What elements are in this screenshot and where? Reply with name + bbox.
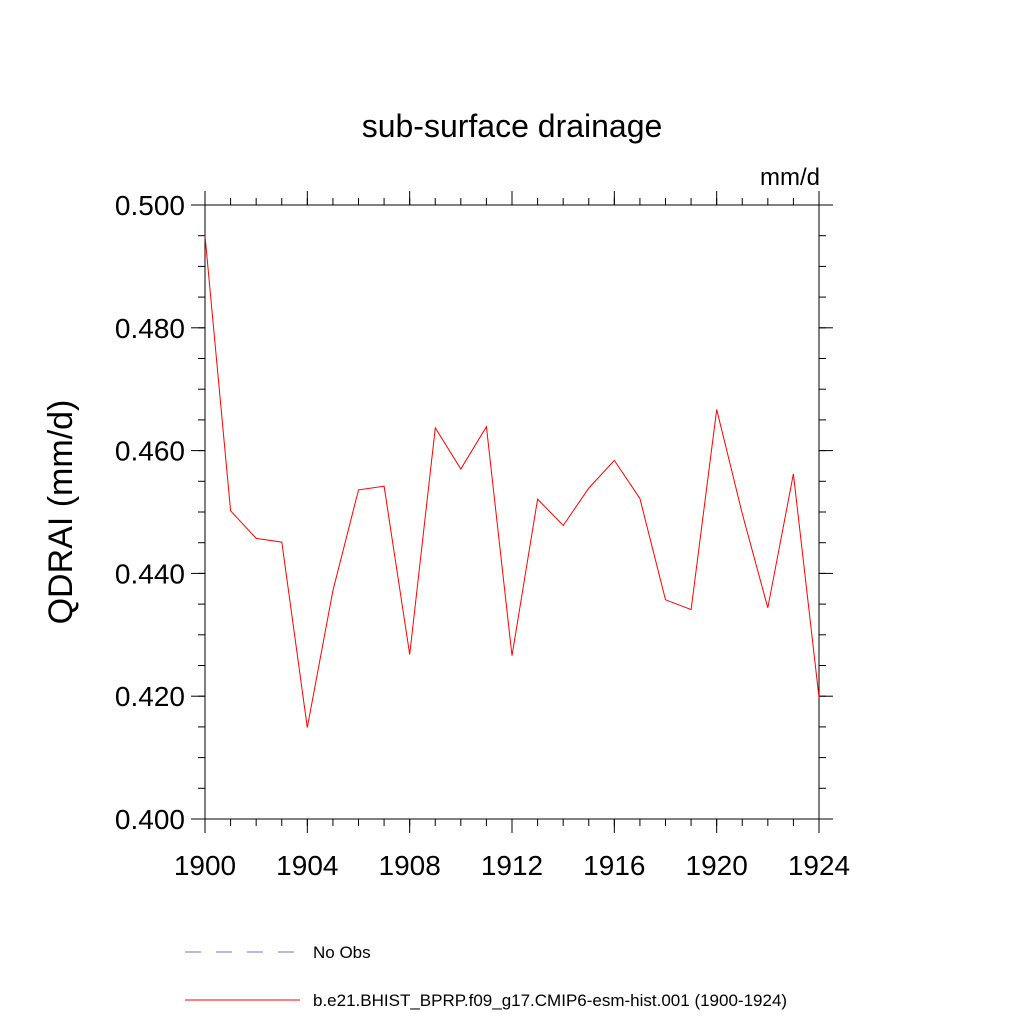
x-minor-ticks (204, 198, 820, 826)
x-tick-label: 1916 (583, 850, 645, 881)
legend-label: b.e21.BHIST_BPRP.f09_g17.CMIP6-esm-hist.… (313, 991, 787, 1010)
y-tick-label: 0.460 (115, 436, 185, 467)
y-tick-label: 0.480 (115, 313, 185, 344)
series-line (204, 235, 820, 728)
y-minor-ticks (198, 204, 826, 820)
units-label: mm/d (760, 164, 820, 191)
series-layer (204, 235, 820, 728)
y-axis-ticks (191, 204, 833, 820)
chart-title: sub-surface drainage (362, 108, 663, 144)
x-tick-label: 1920 (686, 850, 748, 881)
x-tick-label: 1908 (379, 850, 441, 881)
x-tick-labels: 1900 1904 1908 1912 1916 1920 1924 (174, 850, 850, 881)
x-tick-label: 1924 (788, 850, 850, 881)
x-axis-ticks (204, 191, 820, 833)
legend: No Obs b.e21.BHIST_BPRP.f09_g17.CMIP6-esm… (185, 943, 787, 1010)
plot-frame (204, 204, 820, 820)
y-tick-label: 0.420 (115, 681, 185, 712)
legend-label: No Obs (313, 943, 371, 962)
x-tick-label: 1900 (174, 850, 236, 881)
y-axis-label: QDRAI (mm/d) (42, 400, 80, 625)
y-tick-label: 0.400 (115, 804, 185, 835)
x-tick-label: 1912 (481, 850, 543, 881)
y-tick-labels: 0.400 0.420 0.440 0.460 0.480 0.500 (115, 190, 185, 835)
x-tick-label: 1904 (276, 850, 338, 881)
y-tick-label: 0.500 (115, 190, 185, 221)
y-tick-label: 0.440 (115, 558, 185, 589)
